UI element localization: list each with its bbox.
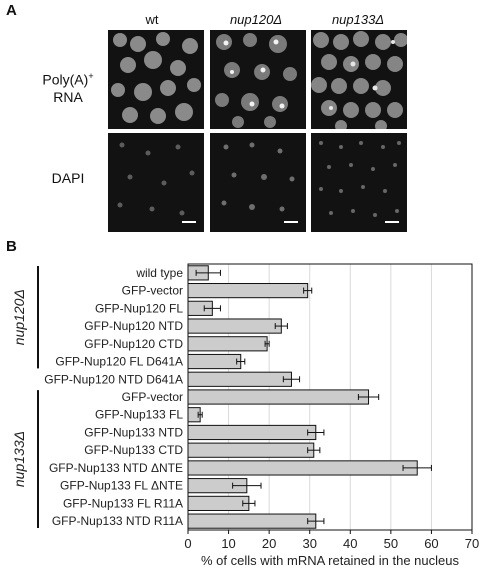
category-label: GFP-Nup120 CTD [84, 337, 183, 351]
x-tick-label: 40 [343, 536, 357, 551]
x-tick-label: 20 [262, 536, 276, 551]
bar [187, 424, 317, 441]
category-label: GFP-Nup133 FL ΔNTE [60, 479, 183, 493]
bar [187, 495, 250, 511]
x-tick-label: 60 [424, 536, 438, 551]
bar [187, 283, 309, 299]
column-label-nup120: nup120Δ [229, 12, 283, 27]
category-label: GFP-Nup133 FL R11A [63, 496, 183, 510]
micrograph-wt-polya-image [111, 32, 201, 124]
row-label-rna-text: RNA [53, 88, 83, 105]
micrograph-nup133-dapi [311, 133, 407, 232]
category-label: GFP-Nup120 FL [95, 301, 183, 315]
category-label: GFP-Nup133 NTD ΔNTE [49, 461, 183, 475]
plot-frame [187, 263, 473, 531]
micrograph-nup120-polya [210, 30, 306, 129]
x-tick-label: 50 [384, 536, 398, 551]
micrograph-wt-dapi-image [117, 142, 195, 216]
micrograph-nup120-dapi-image [221, 142, 295, 212]
x-tick-label: 0 [184, 536, 191, 551]
micrograph-wt-polya [108, 30, 204, 129]
column-label-nup133: nup133Δ [331, 12, 385, 27]
category-label: wild type [135, 266, 183, 280]
micrograph-nup133-dapi-image [319, 141, 401, 217]
bar-chart: wild type GFP-vector GFP-Nup120 FL GFP-Nup1… [11, 263, 479, 568]
category-label: GFP-Nup133 NTD R11A [52, 514, 183, 528]
bar [187, 460, 418, 476]
group-label: nup120Δ [11, 289, 27, 345]
group-label: nup133Δ [11, 431, 27, 487]
panel-b-letter: B [6, 238, 17, 255]
x-tick-label: 70 [465, 536, 479, 551]
row-label-polya-superscript: + [88, 71, 94, 81]
category-label: GFP-Nup120 NTD [84, 319, 183, 333]
micrograph-nup120-dapi [210, 133, 306, 232]
category-label: GFP-vector [122, 390, 183, 404]
micrograph-nup133-polya-image [311, 31, 407, 129]
category-label: GFP-vector [122, 284, 183, 298]
bar [187, 336, 268, 352]
bar [187, 371, 292, 387]
scale-bar [182, 221, 196, 223]
panel-a-letter: A [6, 2, 17, 19]
bar [187, 513, 317, 529]
x-tick-label: 10 [221, 536, 235, 551]
scale-bar [385, 221, 399, 223]
micrograph-wt-dapi [108, 133, 204, 232]
row-label-polya-rna: Poly(A)+ RNA [30, 68, 106, 106]
x-tick-label: 30 [302, 536, 316, 551]
bar [187, 442, 315, 458]
category-label: GFP-Nup133 NTD [84, 425, 183, 439]
micrograph-nup120-polya-image [215, 33, 297, 128]
category-label: GFP-Nup133 CTD [84, 443, 183, 457]
category-label: GFP-Nup133 FL [95, 408, 183, 422]
bar [187, 389, 370, 405]
row-label-polya-text: Poly(A) [42, 71, 89, 88]
x-axis-label: % of cells with mRNA retained in the nuc… [201, 553, 459, 568]
category-label: GFP-Nup120 FL D641A [55, 355, 183, 369]
bar [187, 353, 242, 370]
scale-bar [284, 221, 298, 223]
bar [187, 318, 282, 334]
micrograph-nup133-polya [311, 30, 407, 129]
column-label-wt: wt [145, 12, 159, 27]
category-label: GFP-Nup120 NTD D641A [44, 372, 183, 386]
row-label-dapi: DAPI [51, 170, 85, 186]
